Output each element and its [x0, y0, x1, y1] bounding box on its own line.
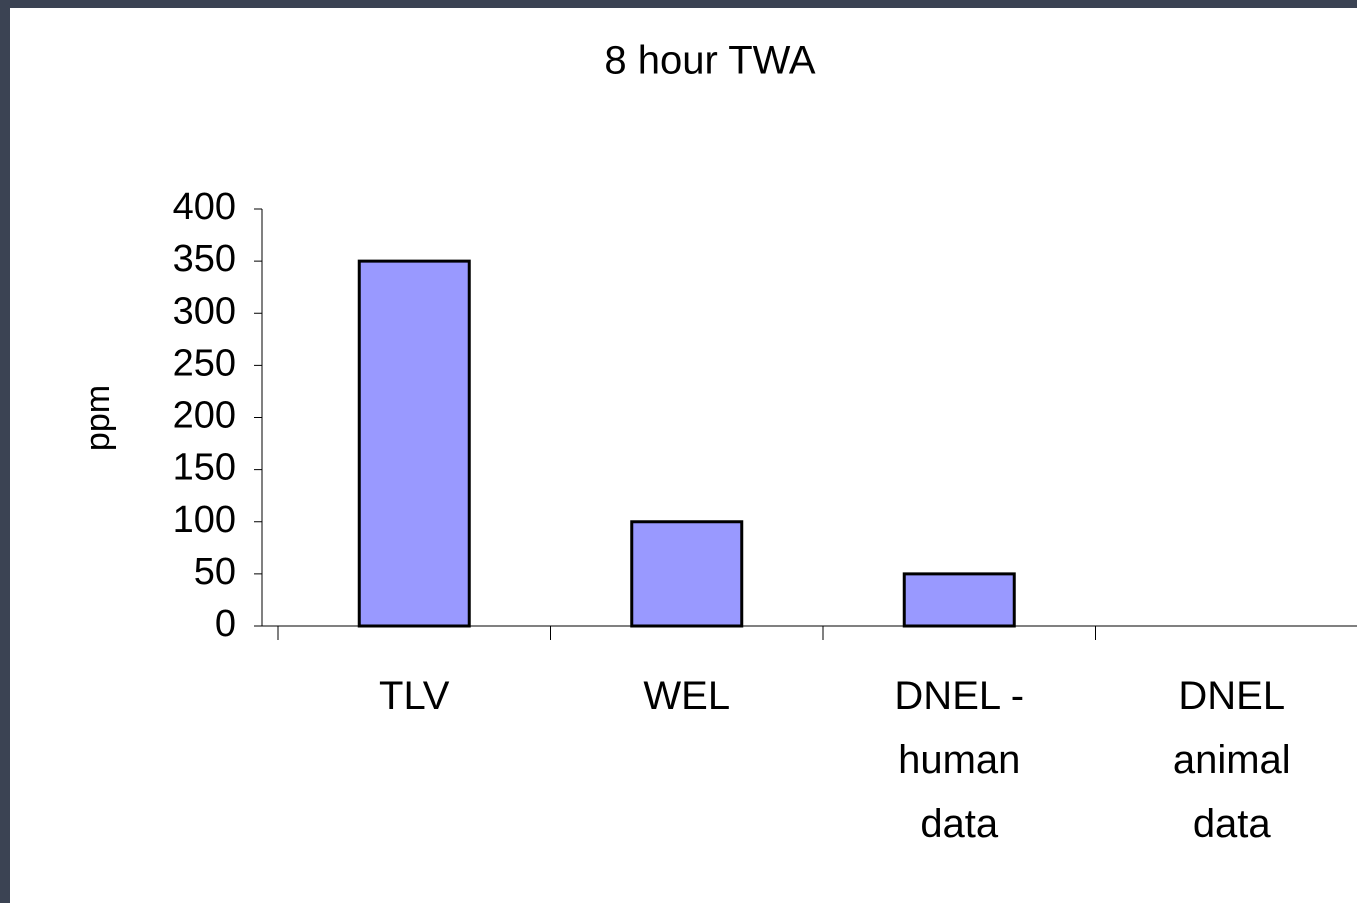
y-axis-label: ppm: [79, 385, 117, 451]
chart-title: 8 hour TWA: [604, 39, 816, 83]
x-tick-label: DNEL - human data: [894, 674, 1025, 846]
y-tick-label: 300: [173, 290, 236, 332]
bar: [357, 259, 471, 628]
y-tick-label: 350: [173, 238, 236, 280]
x-tick-label: TLV: [379, 674, 450, 718]
y-tick-label: 0: [215, 603, 236, 645]
y-tick-label: 50: [194, 551, 236, 593]
bar: [630, 520, 744, 628]
x-tick-label: WEL: [643, 674, 731, 718]
y-tick-label: 250: [173, 342, 236, 384]
y-tick-label: 100: [173, 499, 236, 541]
x-tick-label: DNEL animal data: [1172, 674, 1291, 846]
y-tick-label: 400: [173, 186, 236, 228]
y-tick-label: 150: [173, 447, 236, 489]
bar: [902, 572, 1016, 628]
frame-left: [0, 0, 10, 903]
frame-top: [0, 0, 1357, 8]
y-tick-label: 200: [173, 395, 236, 437]
